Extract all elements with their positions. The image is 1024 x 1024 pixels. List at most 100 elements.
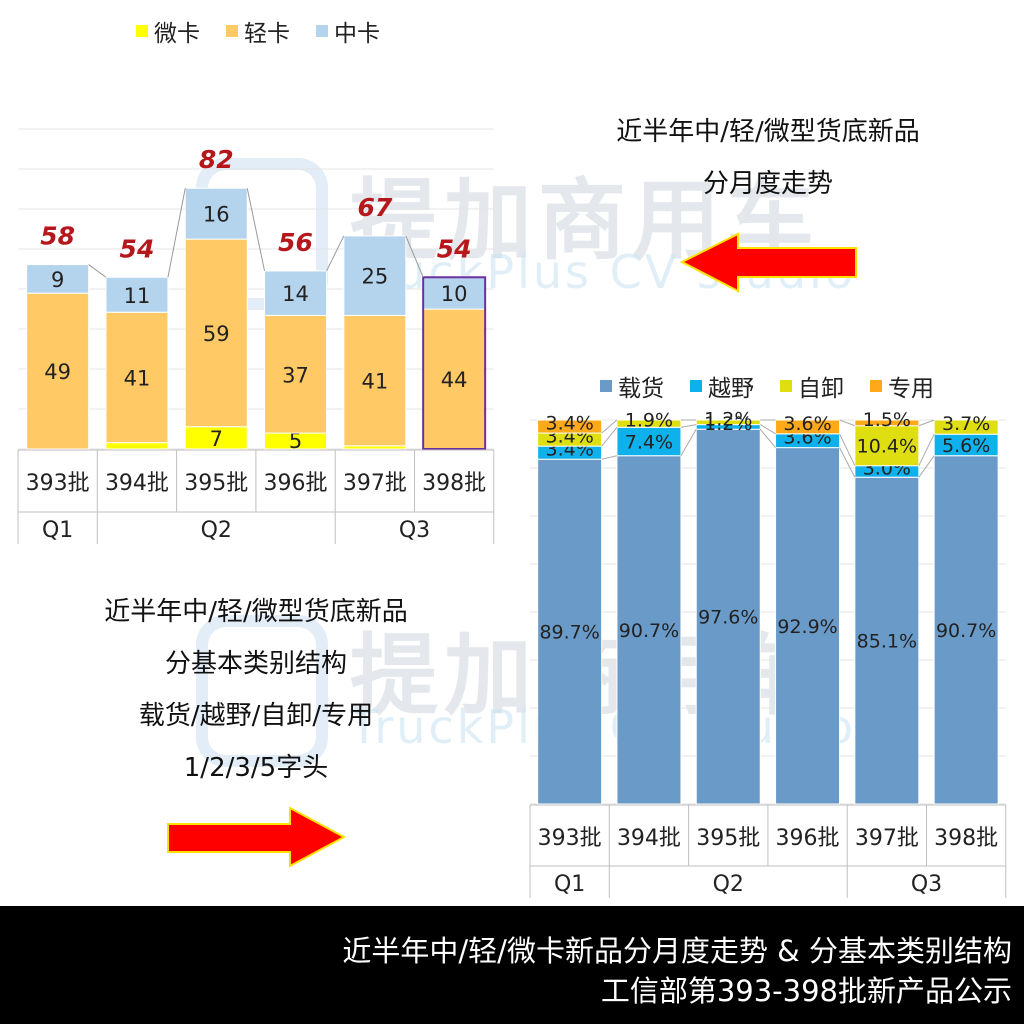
legend-item-yueye: 越野 bbox=[690, 369, 754, 403]
bar-segment-2 bbox=[26, 264, 90, 294]
data-label: 16 bbox=[203, 203, 230, 227]
connector-line bbox=[601, 426, 618, 447]
connector-line bbox=[918, 455, 935, 478]
note-top-line2: 分月度走势 bbox=[702, 169, 833, 199]
note-mid-line4: 1/2/3/5字头 bbox=[183, 753, 329, 783]
data-label: 7.4% bbox=[625, 432, 673, 454]
bar-segment-2 bbox=[184, 187, 248, 240]
bar-segment-1 bbox=[105, 311, 169, 444]
data-label: 9 bbox=[51, 268, 64, 292]
quarter-label: Q1 bbox=[42, 518, 73, 543]
category-label: 398批 bbox=[934, 826, 998, 851]
note-mid-line2: 分基本类别结构 bbox=[164, 649, 347, 679]
bar-segment-1 bbox=[264, 314, 328, 434]
data-label: 10 bbox=[441, 282, 468, 306]
connector-line bbox=[680, 424, 697, 428]
note-mid-line1: 近半年中/轻/微型货底新品 bbox=[104, 597, 408, 627]
bar-segment-3 bbox=[537, 419, 603, 434]
category-label: 394批 bbox=[617, 826, 681, 851]
legend-item-zhong: 中卡 bbox=[316, 14, 380, 48]
category-label: 393批 bbox=[26, 471, 90, 496]
bar-segment-2 bbox=[616, 419, 682, 428]
bar-segment-0 bbox=[933, 455, 999, 805]
data-label: 1.9% bbox=[625, 410, 673, 432]
bar-segment-0 bbox=[775, 447, 841, 805]
data-label: 49 bbox=[44, 360, 71, 384]
data-label: 7 bbox=[210, 427, 223, 451]
data-label: 90.7% bbox=[619, 620, 679, 642]
data-label: 5 bbox=[289, 429, 302, 453]
data-label: 5.6% bbox=[942, 435, 990, 457]
connector-line bbox=[246, 188, 266, 272]
total-label: 58 bbox=[40, 222, 75, 251]
category-label: 396批 bbox=[776, 826, 840, 851]
data-label: 97.6% bbox=[698, 607, 758, 629]
data-label: 89.7% bbox=[539, 622, 599, 644]
bar-segment-0 bbox=[616, 455, 682, 805]
bar-segment-0 bbox=[854, 476, 920, 805]
data-label: 41 bbox=[361, 370, 388, 394]
data-label: 90.7% bbox=[936, 620, 996, 642]
connector-line bbox=[839, 433, 856, 466]
total-label: 67 bbox=[357, 193, 392, 222]
data-label: 11 bbox=[124, 284, 151, 308]
quarter-label: Q3 bbox=[911, 872, 942, 897]
data-label: 3.6% bbox=[783, 413, 831, 435]
footer-line2: 工信部第393-398批新产品公示 bbox=[600, 974, 1012, 1008]
legend-item-qing: 轻卡 bbox=[226, 14, 290, 48]
chart2-legend: 载货 越野 自卸 专用 bbox=[600, 369, 934, 403]
bar-segment-3 bbox=[775, 419, 841, 435]
data-label: 37 bbox=[282, 363, 309, 387]
footer-banner: 近半年中/轻/微卡新品分月度走势 & 分基本类别结构 工信部第393-398批新… bbox=[0, 906, 1024, 1024]
bar-segment-2 bbox=[933, 419, 999, 435]
data-label: 14 bbox=[282, 282, 309, 306]
connector-line bbox=[680, 428, 697, 456]
quarter-label: Q3 bbox=[399, 518, 430, 543]
legend-item-wei: 微卡 bbox=[136, 14, 200, 48]
highlight-border bbox=[422, 276, 487, 450]
bar-segment-2 bbox=[422, 276, 486, 310]
bar-segment-1 bbox=[616, 426, 682, 457]
data-label: 1.2% bbox=[704, 408, 752, 430]
bar-segment-2 bbox=[264, 270, 328, 316]
quarter-label: Q2 bbox=[713, 872, 744, 897]
note-top: 近半年中/轻/微型货底新品 分月度走势 bbox=[568, 106, 968, 210]
chart1-legend: 微卡 轻卡 中卡 bbox=[136, 14, 380, 48]
connector-line bbox=[167, 188, 186, 278]
category-label: 397批 bbox=[343, 471, 407, 496]
category-label: 393批 bbox=[538, 826, 602, 851]
data-label: 85.1% bbox=[857, 631, 917, 653]
bar-segment-2 bbox=[695, 419, 761, 426]
connector-line bbox=[839, 447, 856, 478]
bar-segment-0 bbox=[537, 458, 603, 805]
data-label: 25 bbox=[361, 265, 388, 289]
bar-segment-2 bbox=[343, 235, 407, 316]
bar-segment-2 bbox=[105, 276, 169, 313]
bar-segment-1 bbox=[184, 238, 248, 428]
bar-segment-1 bbox=[26, 292, 90, 450]
connector-line bbox=[918, 419, 935, 427]
footer-line1: 近半年中/轻/微卡新品分月度走势 & 分基本类别结构 bbox=[342, 934, 1012, 968]
connector-line bbox=[918, 433, 935, 466]
connector-line bbox=[601, 455, 618, 460]
bar-segment-0 bbox=[695, 428, 761, 805]
data-label: 59 bbox=[203, 322, 230, 346]
bar-segment-1 bbox=[422, 308, 486, 450]
total-label: 54 bbox=[120, 234, 155, 263]
note-mid: 近半年中/轻/微型货底新品 分基本类别结构 载货/越野/自卸/专用 1/2/3/… bbox=[56, 586, 456, 794]
note-mid-line3: 载货/越野/自卸/专用 bbox=[138, 701, 374, 731]
connector-line bbox=[88, 264, 107, 278]
data-label: 44 bbox=[441, 368, 468, 392]
category-label: 394批 bbox=[105, 471, 169, 496]
legend-item-zhuanyong: 专用 bbox=[870, 369, 934, 403]
connector-line bbox=[405, 235, 424, 278]
bar-segment-3 bbox=[854, 419, 920, 427]
category-label: 395批 bbox=[184, 471, 248, 496]
data-label: 10.4% bbox=[857, 436, 917, 458]
category-label: 398批 bbox=[422, 471, 486, 496]
watermark-logo-mid bbox=[196, 615, 328, 767]
